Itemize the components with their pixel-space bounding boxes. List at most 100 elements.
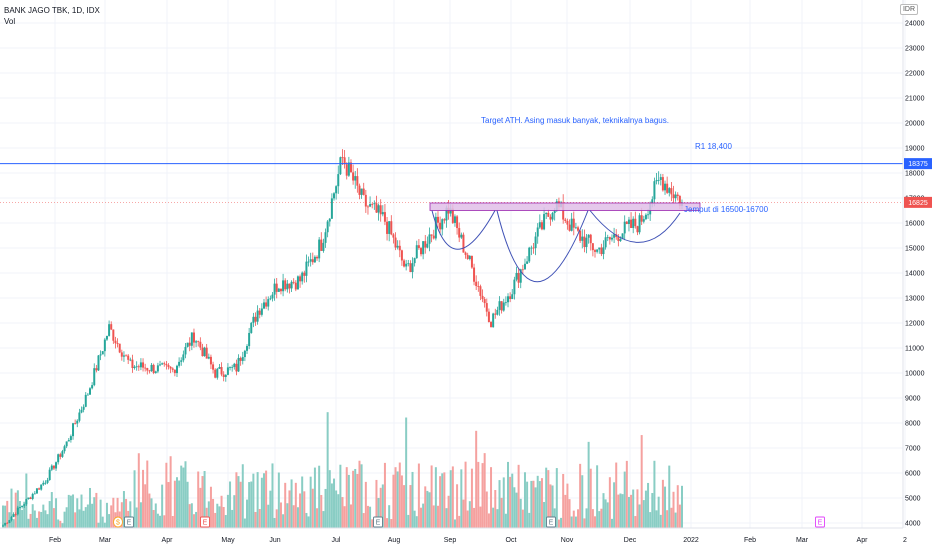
volume-legend: Vol xyxy=(4,17,16,26)
candle-body xyxy=(659,177,662,180)
candle-body xyxy=(86,394,89,396)
candle-body xyxy=(216,368,219,378)
candle-body xyxy=(150,364,153,372)
candle-body xyxy=(112,329,115,341)
candle-body xyxy=(182,354,185,361)
volume-bar xyxy=(415,516,418,528)
volume-bar xyxy=(470,468,473,528)
earnings-marker[interactable]: E xyxy=(124,516,134,528)
candle-body xyxy=(44,482,47,484)
volume-bar xyxy=(347,474,350,528)
volume-bar xyxy=(286,503,289,528)
volume-bar xyxy=(86,504,89,528)
candle-body xyxy=(214,369,217,378)
candle-body xyxy=(479,286,482,296)
candle-body xyxy=(511,294,514,300)
volume-bar xyxy=(375,479,378,528)
volume-bar xyxy=(212,498,215,528)
candle-body xyxy=(299,276,302,282)
candle-body xyxy=(441,219,444,230)
candle-body xyxy=(377,205,380,213)
candle-body xyxy=(627,219,630,224)
candle-body xyxy=(294,282,297,290)
volume-bar xyxy=(371,519,374,528)
volume-bar xyxy=(27,518,30,528)
candle-body xyxy=(169,366,172,369)
candle-body xyxy=(67,440,70,442)
volume-bar xyxy=(540,478,543,528)
candle-body xyxy=(14,514,17,516)
candle-body xyxy=(156,365,159,372)
candle-body xyxy=(148,370,151,372)
volume-bar xyxy=(458,515,461,528)
candle-body xyxy=(519,269,522,283)
candle-body xyxy=(630,219,633,228)
volume-bar xyxy=(163,515,166,528)
candle-body xyxy=(18,506,21,508)
volume-bar xyxy=(409,485,412,528)
candle-body xyxy=(243,350,246,358)
volume-bar xyxy=(137,453,140,528)
candle-body xyxy=(621,233,624,240)
volume-bar xyxy=(400,475,403,528)
currency-badge[interactable]: IDR xyxy=(899,4,918,15)
volume-bar xyxy=(549,484,552,528)
volume-bar xyxy=(449,470,452,528)
volume-bar xyxy=(146,460,149,528)
volume-bar xyxy=(186,481,189,528)
candle-body xyxy=(632,218,635,228)
candle-body xyxy=(154,371,157,373)
candle-body xyxy=(528,247,531,262)
candle-body xyxy=(63,446,66,452)
earnings-marker[interactable]: E xyxy=(373,516,383,528)
candle-body xyxy=(78,412,81,421)
volume-bar xyxy=(356,473,359,528)
volume-bar xyxy=(112,497,115,528)
candle-body xyxy=(320,239,323,251)
volume-bar xyxy=(424,486,427,528)
volume-bar xyxy=(398,462,401,528)
future-earnings-marker[interactable]: E xyxy=(815,516,825,528)
volume-bar xyxy=(95,492,98,528)
volume-bar xyxy=(379,487,382,528)
volume-bar xyxy=(500,497,503,528)
volume-bar xyxy=(38,511,41,528)
candle-body xyxy=(311,259,314,263)
candle-body xyxy=(250,322,253,333)
volume-bar xyxy=(35,517,38,528)
candle-body xyxy=(403,260,406,267)
candle-body xyxy=(137,366,140,368)
candle-body xyxy=(286,283,289,290)
volume-bar xyxy=(602,493,605,528)
y-tick-label: 8000 xyxy=(905,421,921,428)
y-tick-label: 21000 xyxy=(905,96,925,103)
candle-body xyxy=(606,237,609,238)
candle-body xyxy=(328,218,331,222)
volume-bar xyxy=(625,460,628,528)
volume-bar xyxy=(299,493,302,528)
candle-body xyxy=(190,332,193,346)
r1-annotation: R1 18,400 xyxy=(695,142,732,151)
candle-body xyxy=(409,263,412,273)
volume-bar xyxy=(82,510,85,528)
dividend-marker[interactable]: $ xyxy=(113,516,123,528)
candle-body xyxy=(596,249,599,252)
candle-body xyxy=(65,441,68,447)
volume-bar xyxy=(636,489,639,528)
volume-bar xyxy=(55,498,58,528)
earnings-marker[interactable]: E xyxy=(200,516,210,528)
volume-bar xyxy=(577,509,580,528)
candle-body xyxy=(390,221,393,235)
volume-bar xyxy=(623,471,626,528)
candle-body xyxy=(322,242,325,251)
candle-body xyxy=(369,204,372,207)
candle-body xyxy=(101,351,104,355)
event-marker-label: $ xyxy=(116,520,120,527)
candle-body xyxy=(674,194,677,199)
candle-body xyxy=(226,367,229,375)
earnings-marker[interactable]: E xyxy=(546,516,556,528)
y-tick-label: 7000 xyxy=(905,446,921,453)
candle-body xyxy=(316,256,319,259)
volume-bar xyxy=(262,473,265,528)
